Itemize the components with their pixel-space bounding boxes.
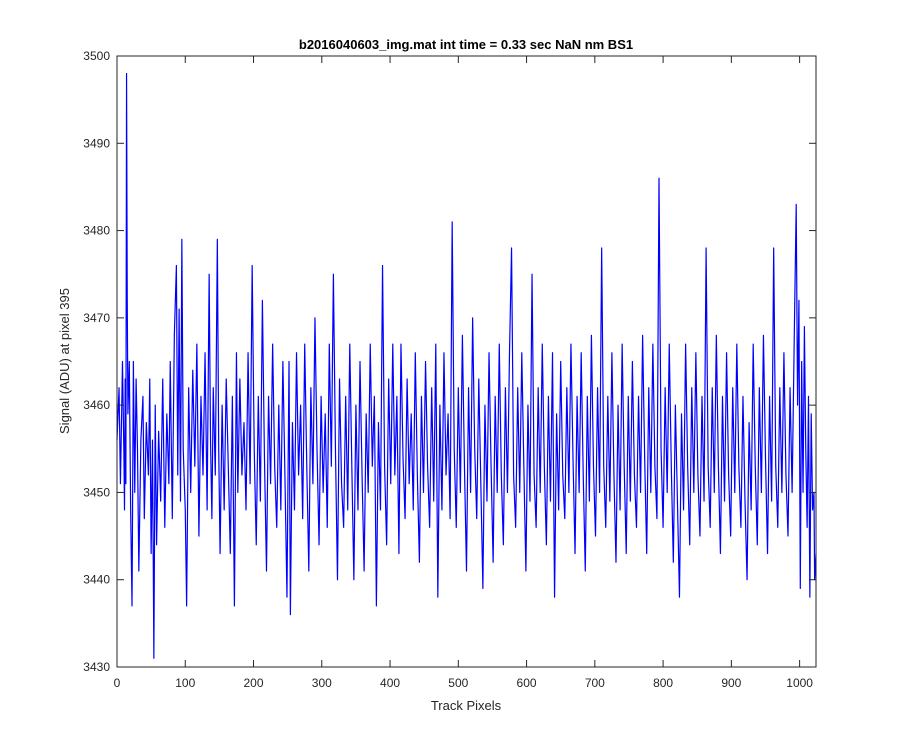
x-tick-label: 100 [175,676,195,690]
x-axis-label: Track Pixels [431,698,502,713]
x-tick-label: 200 [244,676,264,690]
y-axis: 3430 3440 3450 3460 3470 3480 3490 3500 [83,49,816,674]
x-tick-label: 400 [380,676,400,690]
axes-box [116,55,817,668]
y-tick-label: 3470 [83,311,110,325]
y-axis-label: Signal (ADU) at pixel 395 [57,288,72,434]
y-tick-label: 3450 [83,485,110,499]
y-tick-label: 3490 [83,136,110,150]
x-tick-label: 900 [721,676,741,690]
x-tick-label: 500 [448,676,468,690]
x-axis: 0 100 200 300 400 500 600 700 800 900 1000 [114,56,813,690]
x-tick-label: 300 [312,676,332,690]
y-tick-label: 3440 [83,573,110,587]
series-line-1 [116,72,817,659]
y-tick-label: 3430 [83,660,110,674]
y-tick-label: 3480 [83,224,110,238]
y-tick-label: 3460 [83,398,110,412]
series-layer [116,72,817,659]
chart-title: b2016040603_img.mat int time = 0.33 sec … [299,37,633,52]
y-tick-label: 3500 [83,49,110,63]
plot-area [117,56,816,667]
x-tick-label: 700 [585,676,605,690]
x-tick-label: 800 [653,676,673,690]
x-tick-label: 600 [517,676,537,690]
x-tick-label: 1000 [786,676,813,690]
x-tick-label: 0 [114,676,121,690]
